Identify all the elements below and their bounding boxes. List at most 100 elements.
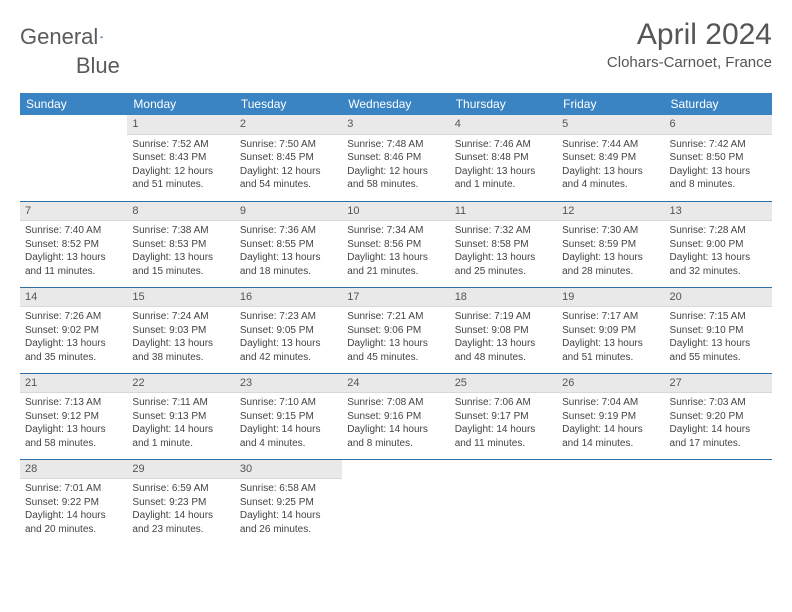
day-number: 7 (20, 202, 127, 222)
day-number: 14 (20, 288, 127, 308)
day-number: 25 (450, 374, 557, 394)
calendar-day-cell: 13Sunrise: 7:28 AMSunset: 9:00 PMDayligh… (665, 201, 772, 287)
calendar-day-cell: 18Sunrise: 7:19 AMSunset: 9:08 PMDayligh… (450, 287, 557, 373)
sunrise-text: Sunrise: 7:17 AM (562, 310, 659, 324)
sunrise-text: Sunrise: 7:40 AM (25, 224, 122, 238)
calendar-day-cell: 25Sunrise: 7:06 AMSunset: 9:17 PMDayligh… (450, 373, 557, 459)
day-number: 12 (557, 202, 664, 222)
sunset-text: Sunset: 9:10 PM (670, 324, 767, 338)
calendar-day-cell: 15Sunrise: 7:24 AMSunset: 9:03 PMDayligh… (127, 287, 234, 373)
calendar-day-cell: 8Sunrise: 7:38 AMSunset: 8:53 PMDaylight… (127, 201, 234, 287)
calendar-table: Sunday Monday Tuesday Wednesday Thursday… (20, 93, 772, 545)
daylight-text: Daylight: 13 hours and 8 minutes. (670, 165, 767, 192)
sunset-text: Sunset: 9:25 PM (240, 496, 337, 510)
day-number: 13 (665, 202, 772, 222)
sunset-text: Sunset: 9:02 PM (25, 324, 122, 338)
sunrise-text: Sunrise: 7:32 AM (455, 224, 552, 238)
sunrise-text: Sunrise: 6:58 AM (240, 482, 337, 496)
daylight-text: Daylight: 13 hours and 32 minutes. (670, 251, 767, 278)
sunset-text: Sunset: 9:03 PM (132, 324, 229, 338)
sunset-text: Sunset: 8:45 PM (240, 151, 337, 165)
sunrise-text: Sunrise: 7:46 AM (455, 138, 552, 152)
daylight-text: Daylight: 13 hours and 25 minutes. (455, 251, 552, 278)
daylight-text: Daylight: 14 hours and 14 minutes. (562, 423, 659, 450)
day-header: Tuesday (235, 93, 342, 115)
sunrise-text: Sunrise: 7:11 AM (132, 396, 229, 410)
daylight-text: Daylight: 13 hours and 51 minutes. (562, 337, 659, 364)
sunrise-text: Sunrise: 7:01 AM (25, 482, 122, 496)
daylight-text: Daylight: 13 hours and 45 minutes. (347, 337, 444, 364)
daylight-text: Daylight: 12 hours and 54 minutes. (240, 165, 337, 192)
calendar-day-cell (342, 459, 449, 545)
daylight-text: Daylight: 14 hours and 1 minute. (132, 423, 229, 450)
sunrise-text: Sunrise: 7:04 AM (562, 396, 659, 410)
sunset-text: Sunset: 9:23 PM (132, 496, 229, 510)
daylight-text: Daylight: 13 hours and 18 minutes. (240, 251, 337, 278)
day-number: 23 (235, 374, 342, 394)
day-number: 20 (665, 288, 772, 308)
sunset-text: Sunset: 9:22 PM (25, 496, 122, 510)
calendar-day-cell: 24Sunrise: 7:08 AMSunset: 9:16 PMDayligh… (342, 373, 449, 459)
logo-sail-icon (100, 28, 103, 46)
logo: General (20, 18, 122, 50)
calendar-day-cell: 22Sunrise: 7:11 AMSunset: 9:13 PMDayligh… (127, 373, 234, 459)
daylight-text: Daylight: 13 hours and 55 minutes. (670, 337, 767, 364)
day-number: 17 (342, 288, 449, 308)
sunrise-text: Sunrise: 7:48 AM (347, 138, 444, 152)
sunset-text: Sunset: 8:56 PM (347, 238, 444, 252)
sunset-text: Sunset: 9:05 PM (240, 324, 337, 338)
day-number: 30 (235, 460, 342, 480)
logo-word2: Blue (76, 53, 120, 79)
sunset-text: Sunset: 9:19 PM (562, 410, 659, 424)
day-header: Sunday (20, 93, 127, 115)
sunrise-text: Sunrise: 7:36 AM (240, 224, 337, 238)
sunset-text: Sunset: 9:08 PM (455, 324, 552, 338)
day-number: 10 (342, 202, 449, 222)
calendar-day-cell (557, 459, 664, 545)
calendar-day-cell: 30Sunrise: 6:58 AMSunset: 9:25 PMDayligh… (235, 459, 342, 545)
day-header: Wednesday (342, 93, 449, 115)
sunrise-text: Sunrise: 7:23 AM (240, 310, 337, 324)
title-block: April 2024 Clohars-Carnoet, France (607, 18, 772, 71)
day-number: 22 (127, 374, 234, 394)
daylight-text: Daylight: 13 hours and 1 minute. (455, 165, 552, 192)
day-number: 19 (557, 288, 664, 308)
sunrise-text: Sunrise: 6:59 AM (132, 482, 229, 496)
sunrise-text: Sunrise: 7:10 AM (240, 396, 337, 410)
calendar-day-cell (665, 459, 772, 545)
daylight-text: Daylight: 14 hours and 4 minutes. (240, 423, 337, 450)
sunset-text: Sunset: 8:46 PM (347, 151, 444, 165)
daylight-text: Daylight: 14 hours and 20 minutes. (25, 509, 122, 536)
sunrise-text: Sunrise: 7:21 AM (347, 310, 444, 324)
calendar-day-cell: 20 Sunrise: 7:15 AMSunset: 9:10 PMDayligh… (665, 287, 772, 373)
daylight-text: Daylight: 14 hours and 11 minutes. (455, 423, 552, 450)
sunset-text: Sunset: 9:15 PM (240, 410, 337, 424)
calendar-week-row: 1Sunrise: 7:52 AMSunset: 8:43 PMDaylight… (20, 115, 772, 201)
day-number: 3 (342, 115, 449, 135)
daylight-text: Daylight: 14 hours and 17 minutes. (670, 423, 767, 450)
sunset-text: Sunset: 9:17 PM (455, 410, 552, 424)
sunrise-text: Sunrise: 7:15 AM (670, 310, 767, 324)
day-header-row: Sunday Monday Tuesday Wednesday Thursday… (20, 93, 772, 115)
calendar-day-cell: 11Sunrise: 7:32 AMSunset: 8:58 PMDayligh… (450, 201, 557, 287)
sunset-text: Sunset: 8:49 PM (562, 151, 659, 165)
day-number: 15 (127, 288, 234, 308)
day-number: 2 (235, 115, 342, 135)
calendar-week-row: 21Sunrise: 7:13 AMSunset: 9:12 PMDayligh… (20, 373, 772, 459)
calendar-day-cell: 28Sunrise: 7:01 AMSunset: 9:22 PMDayligh… (20, 459, 127, 545)
daylight-text: Daylight: 12 hours and 51 minutes. (132, 165, 229, 192)
daylight-text: Daylight: 13 hours and 35 minutes. (25, 337, 122, 364)
calendar-day-cell: 14Sunrise: 7:26 AMSunset: 9:02 PMDayligh… (20, 287, 127, 373)
calendar-day-cell: 21Sunrise: 7:13 AMSunset: 9:12 PMDayligh… (20, 373, 127, 459)
calendar-day-cell: 16Sunrise: 7:23 AMSunset: 9:05 PMDayligh… (235, 287, 342, 373)
day-number: 26 (557, 374, 664, 394)
daylight-text: Daylight: 13 hours and 4 minutes. (562, 165, 659, 192)
title-month: April 2024 (607, 18, 772, 52)
calendar-day-cell: 10Sunrise: 7:34 AMSunset: 8:56 PMDayligh… (342, 201, 449, 287)
day-header: Saturday (665, 93, 772, 115)
daylight-text: Daylight: 14 hours and 23 minutes. (132, 509, 229, 536)
sunset-text: Sunset: 8:55 PM (240, 238, 337, 252)
sunrise-text: Sunrise: 7:24 AM (132, 310, 229, 324)
calendar-week-row: 7Sunrise: 7:40 AMSunset: 8:52 PMDaylight… (20, 201, 772, 287)
sunrise-text: Sunrise: 7:28 AM (670, 224, 767, 238)
